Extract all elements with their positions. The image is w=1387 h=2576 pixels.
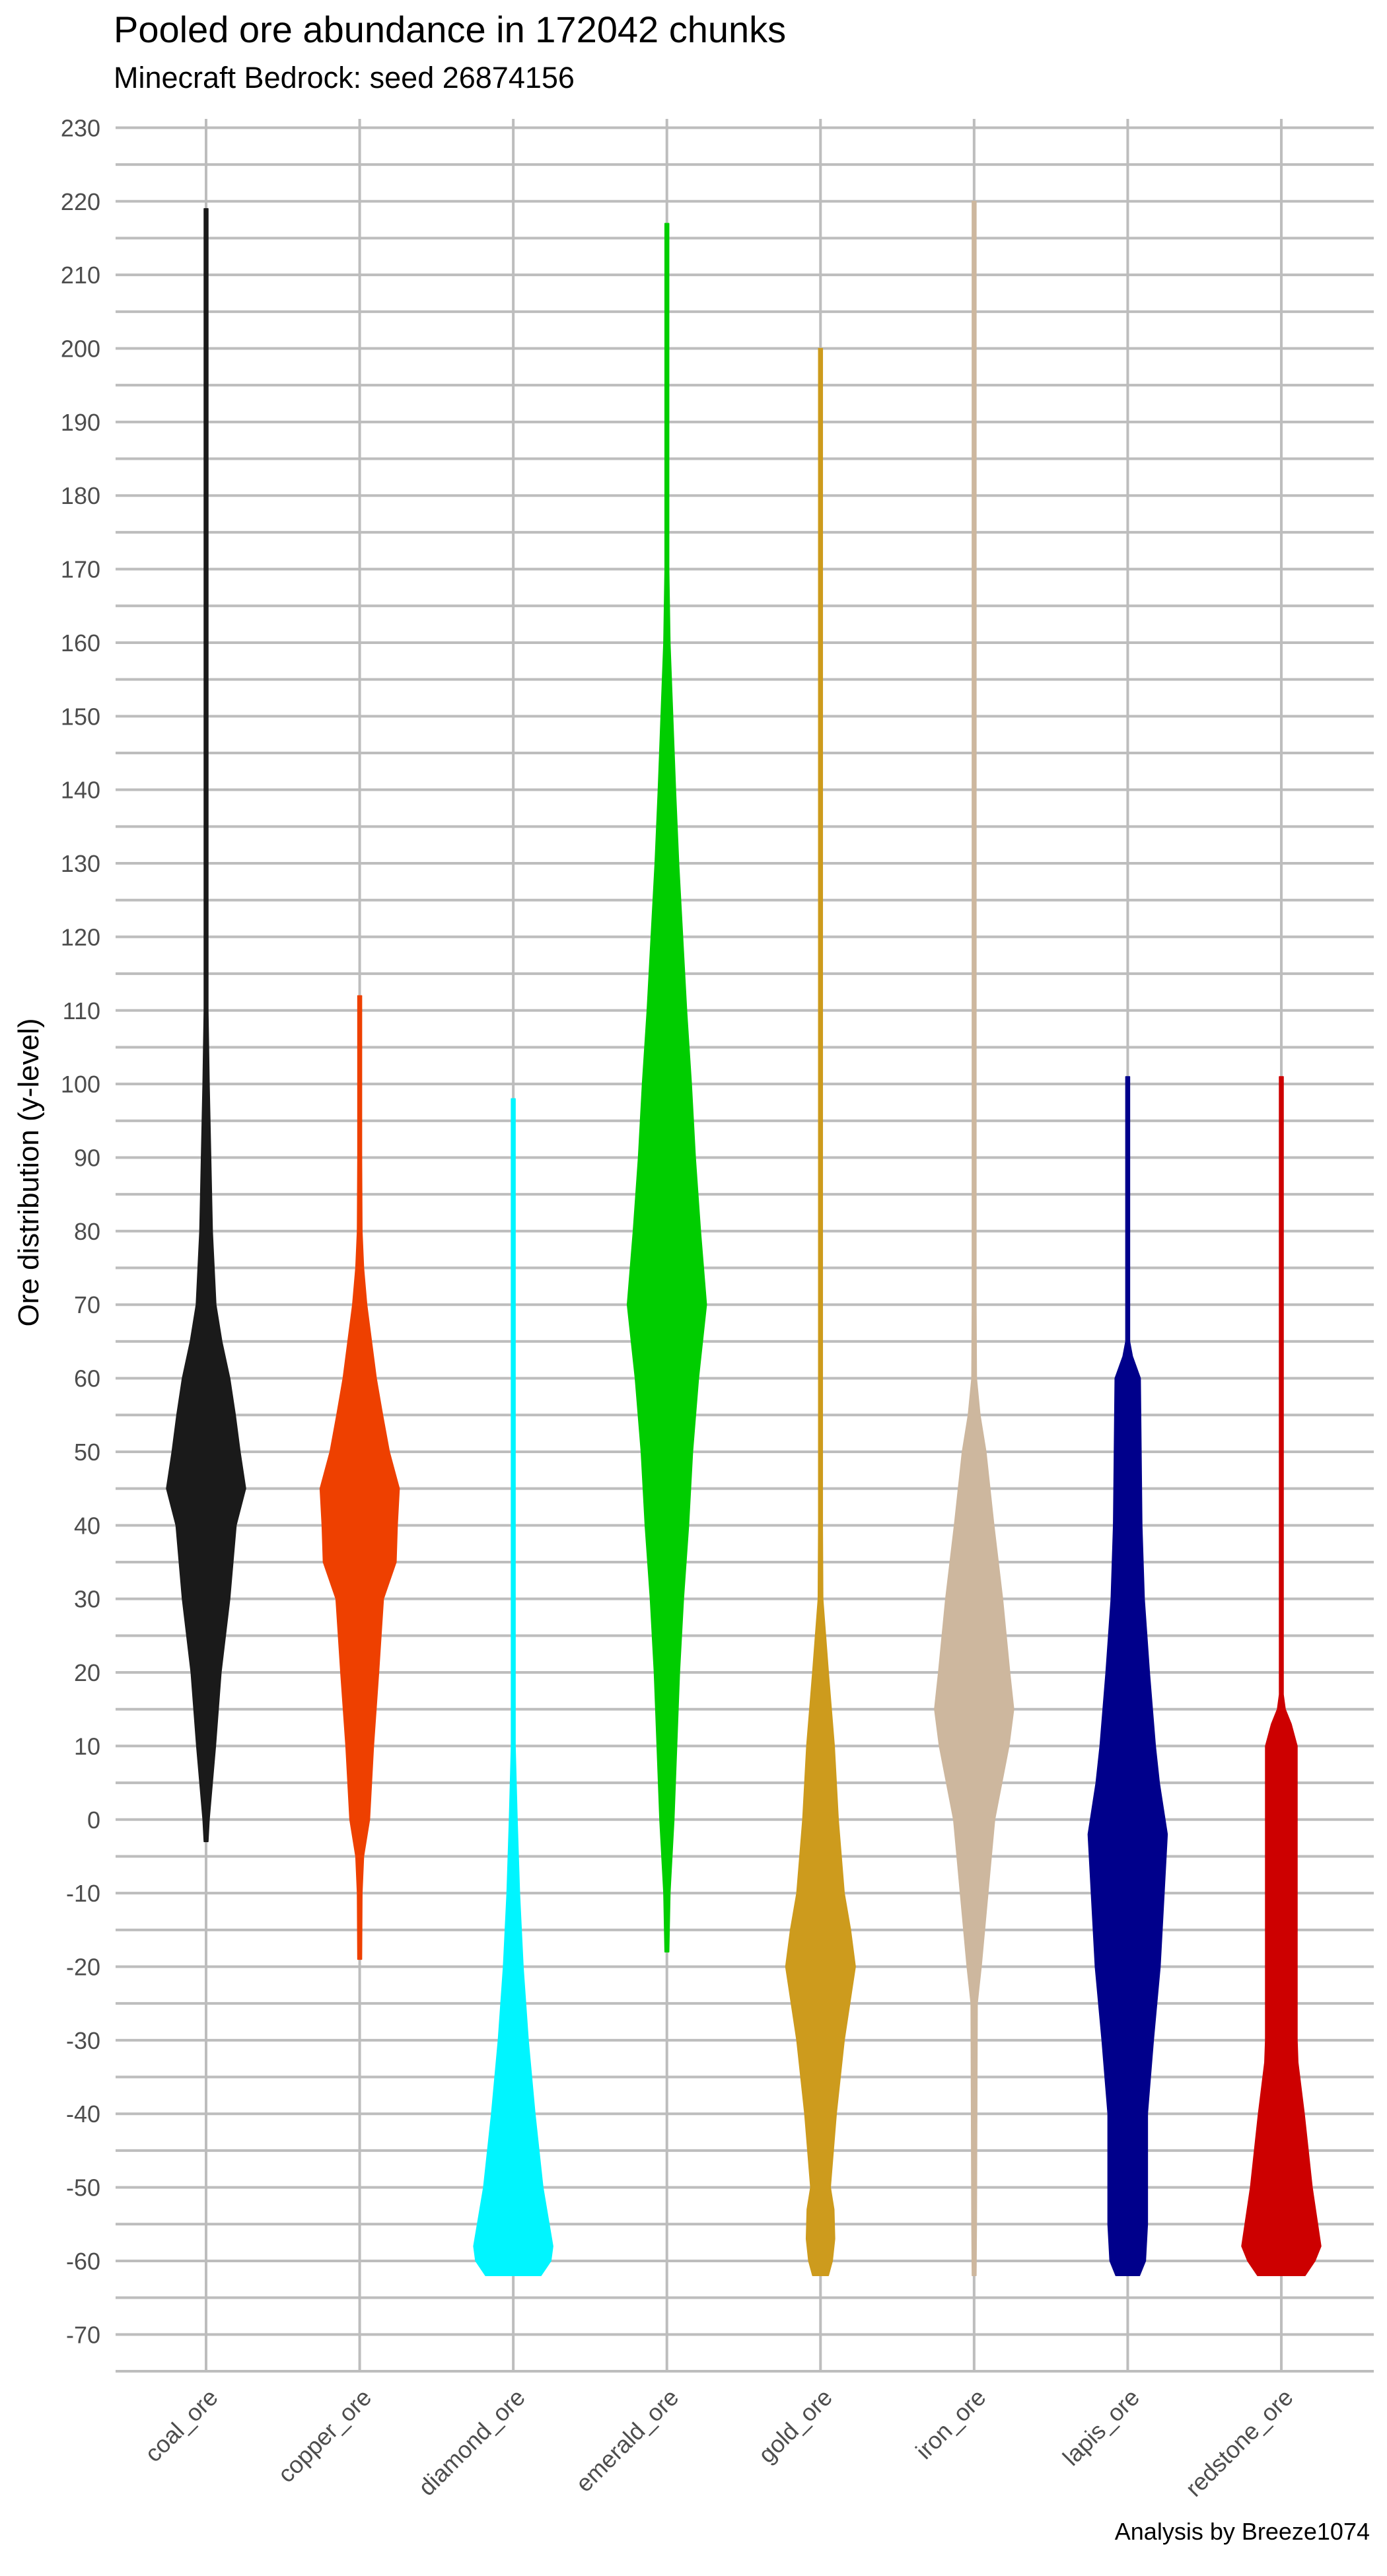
violin-emerald-ore — [626, 223, 707, 1952]
y-tick-label: 50 — [74, 1439, 100, 1466]
y-tick-label: 170 — [61, 556, 100, 583]
y-tick-label: 30 — [74, 1586, 100, 1613]
y-tick-label: 220 — [61, 188, 100, 215]
y-tick-label: 10 — [74, 1733, 100, 1760]
y-tick-label: 110 — [63, 997, 100, 1024]
y-tick-label: 150 — [61, 703, 100, 730]
x-tick-label-emerald-ore: emerald_ore — [570, 2384, 684, 2497]
y-tick-label: 160 — [61, 629, 100, 657]
x-tick-label-diamond-ore: diamond_ore — [413, 2384, 530, 2501]
y-tick-label: -30 — [66, 2027, 100, 2054]
violin-coal-ore — [166, 208, 246, 1842]
x-tick-label-iron-ore: iron_ore — [910, 2384, 991, 2464]
y-tick-label: 60 — [74, 1365, 100, 1392]
y-tick-label: 130 — [61, 850, 100, 877]
violin-iron-ore — [934, 201, 1014, 2276]
y-tick-label: 140 — [61, 777, 100, 804]
y-tick-label: -20 — [66, 1954, 100, 1981]
y-tick-label: -60 — [66, 2248, 100, 2275]
y-tick-label: 180 — [61, 482, 100, 509]
y-tick-label: 210 — [61, 262, 100, 289]
chart-subtitle: Minecraft Bedrock: seed 26874156 — [114, 61, 575, 94]
violins — [166, 201, 1322, 2276]
violin-copper-ore — [319, 995, 400, 1960]
y-tick-label: 80 — [74, 1218, 100, 1245]
y-tick-label: 200 — [61, 336, 100, 363]
y-tick-label: 190 — [61, 409, 100, 436]
x-axis-tick-labels: coal_ore copper_ore diamond_ore emerald_ore… — [139, 2384, 1298, 2502]
minor-gridlines — [116, 163, 1374, 2373]
y-axis-title: Ore distribution (y-level) — [13, 1018, 45, 1326]
x-tick-label-redstone-ore: redstone_ore — [1180, 2384, 1298, 2502]
y-tick-label: 70 — [74, 1291, 100, 1318]
y-tick-label: -40 — [66, 2100, 100, 2128]
violin-lapis-ore — [1087, 1076, 1168, 2276]
y-tick-label: -50 — [66, 2174, 100, 2201]
y-tick-label: 40 — [74, 1512, 100, 1539]
y-tick-label: 20 — [74, 1659, 100, 1686]
violin-gold-ore — [785, 347, 856, 2276]
x-tick-label-copper-ore: copper_ore — [272, 2384, 376, 2488]
chart-title: Pooled ore abundance in 172042 chunks — [114, 9, 787, 50]
y-tick-label: 100 — [61, 1071, 100, 1098]
x-tick-label-coal-ore: coal_ore — [139, 2384, 223, 2468]
y-tick-label: -70 — [66, 2321, 100, 2348]
x-tick-label-lapis-ore: lapis_ore — [1057, 2384, 1145, 2471]
violin-diamond-ore — [473, 1098, 553, 2276]
violin-redstone-ore — [1241, 1076, 1322, 2276]
y-tick-label: 120 — [61, 923, 100, 950]
y-axis-tick-labels: -70 -60 -50 -40 -30 -20 -10 0 10 20 30 40 50 60 70 80 90… — [61, 114, 100, 2348]
x-tick-label-gold-ore: gold_ore — [753, 2384, 837, 2468]
y-tick-label: 230 — [61, 114, 100, 141]
y-tick-label: 90 — [74, 1145, 100, 1172]
y-tick-label: 0 — [87, 1807, 100, 1834]
y-tick-label: -10 — [66, 1880, 100, 1907]
chart-caption: Analysis by Breeze1074 — [1114, 2518, 1370, 2545]
